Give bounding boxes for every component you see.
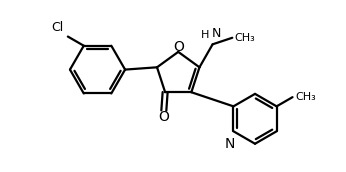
Text: N: N bbox=[225, 137, 235, 150]
Text: O: O bbox=[158, 110, 169, 124]
Text: CH₃: CH₃ bbox=[295, 92, 316, 102]
Text: H: H bbox=[201, 30, 209, 40]
Text: CH₃: CH₃ bbox=[234, 33, 255, 43]
Text: Cl: Cl bbox=[52, 21, 64, 34]
Text: O: O bbox=[173, 40, 184, 54]
Text: N: N bbox=[211, 27, 221, 40]
